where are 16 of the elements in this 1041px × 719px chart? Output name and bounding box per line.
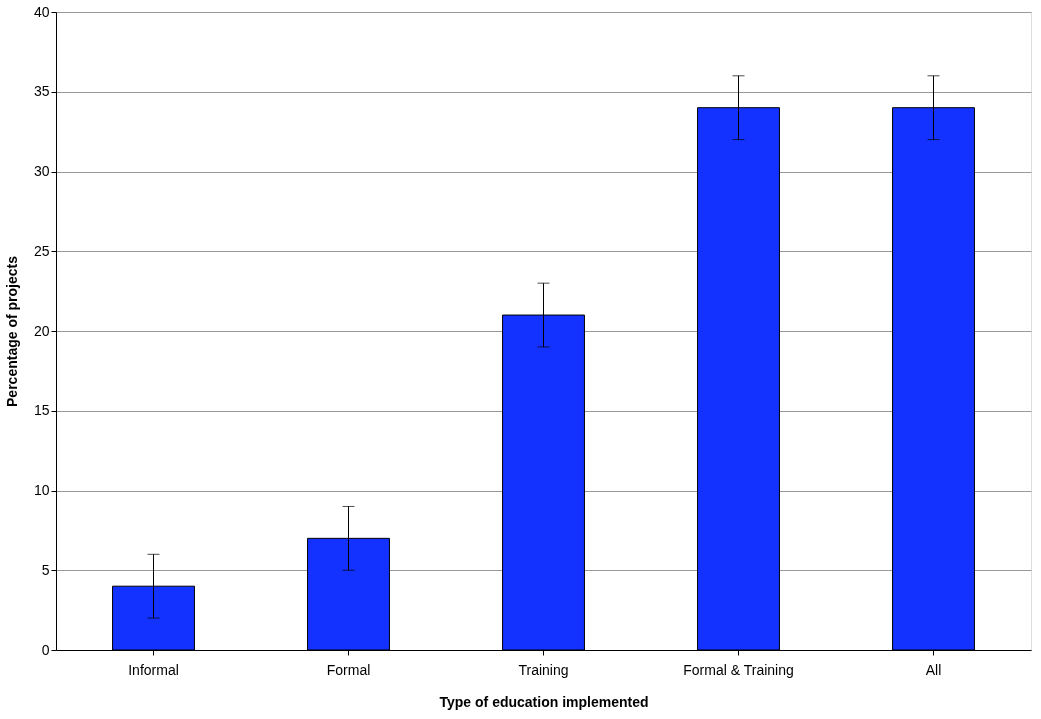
x-tick-label: Formal — [326, 661, 371, 678]
y-axis-title: Percentage of projects — [3, 255, 20, 407]
y-tick-label: 15 — [33, 402, 50, 419]
y-tick-label: 35 — [33, 83, 50, 100]
y-tick-label: 10 — [33, 482, 50, 498]
y-tick-label: 30 — [33, 163, 50, 179]
y-tick-label: 5 — [41, 561, 50, 578]
x-tick-label: Informal — [128, 661, 179, 678]
y-tick-label: 20 — [33, 322, 50, 339]
x-tick-label: Training — [518, 661, 569, 678]
x-tick-label: Formal & Training — [683, 661, 794, 678]
x-axis-title: Type of education implemented — [439, 693, 649, 710]
x-tick-label: All — [925, 661, 942, 678]
y-tick-label: 0 — [41, 641, 50, 658]
y-tick-label: 25 — [33, 242, 50, 259]
y-tick-label: 40 — [33, 3, 50, 20]
